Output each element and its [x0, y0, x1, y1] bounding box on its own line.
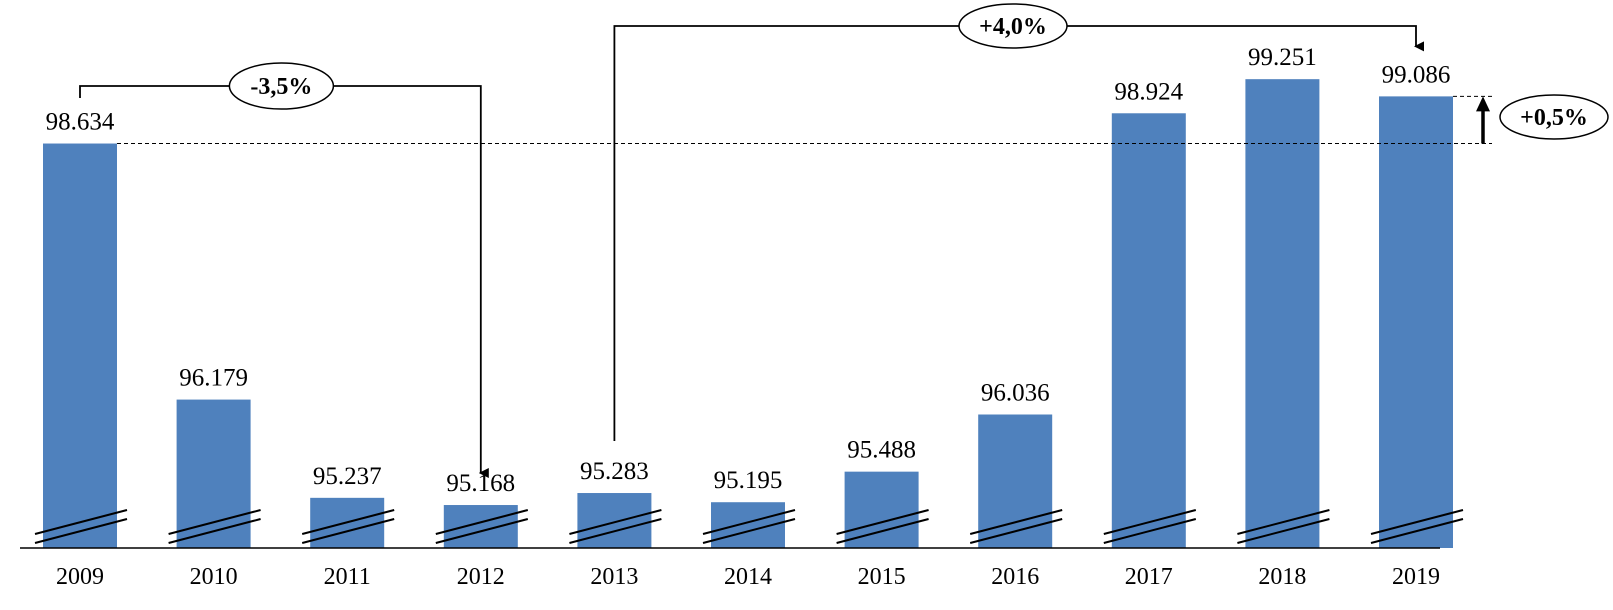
bar-2015: [844, 471, 919, 548]
bar-2012: [443, 505, 518, 548]
up-arrow-icon: [1476, 96, 1490, 112]
bracket-2009-2012: [79, 85, 489, 479]
data-label-2011: 95.237: [313, 463, 382, 490]
data-label-2016: 96.036: [981, 379, 1050, 406]
data-label-2018: 99.251: [1248, 44, 1317, 71]
data-label-2012: 95.168: [446, 470, 515, 497]
data-label-2014: 95.195: [714, 467, 783, 494]
axis-break-mark: [1370, 509, 1464, 535]
annotation-change-2013-2019-label: +4,0%: [979, 14, 1047, 40]
axis-break-mark: [301, 509, 395, 535]
axis-break-mark: [702, 509, 796, 535]
axis-break-mark: [1103, 509, 1197, 535]
x-tick-label-2014: 2014: [724, 564, 772, 590]
annotation-change-2009-2012-label: -3,5%: [250, 74, 312, 100]
axis-break-mark: [569, 509, 662, 535]
bar-2017: [1111, 113, 1186, 549]
bar-2018: [1245, 79, 1320, 548]
data-label-2010: 96.179: [179, 365, 248, 392]
axis-break-mark: [569, 518, 662, 544]
axis-break-mark: [301, 518, 395, 544]
axis-break-mark: [34, 518, 128, 544]
annotation-change-2013-2019-ellipse: [958, 3, 1068, 49]
bar-2009: [43, 143, 117, 548]
x-tick-label-2017: 2017: [1125, 564, 1173, 590]
x-tick-label-2012: 2012: [457, 564, 505, 590]
data-label-2015: 95.488: [847, 437, 916, 464]
axis-break-mark: [1237, 518, 1330, 544]
x-tick-label-2011: 2011: [324, 564, 371, 590]
x-tick-label-2019: 2019: [1392, 564, 1440, 590]
x-tick-label-2013: 2013: [590, 564, 638, 590]
bar-2016: [978, 414, 1053, 548]
axis-break-mark: [435, 509, 529, 535]
x-tick-label-2010: 2010: [190, 564, 238, 590]
axis-break-mark: [969, 509, 1063, 535]
x-tick-label-2016: 2016: [991, 564, 1039, 590]
axis-break-mark: [836, 518, 929, 544]
annotation-change-2009-2019-label: +0,5%: [1520, 105, 1588, 131]
annotation-change-2009-2019-ellipse: [1499, 94, 1609, 140]
axis-break-mark: [168, 518, 261, 544]
bar-2019: [1379, 96, 1453, 549]
axis-break-mark: [702, 518, 796, 544]
x-tick-label-2015: 2015: [858, 564, 906, 590]
data-label-2009: 98.634: [46, 109, 115, 136]
axis-break-mark: [1370, 518, 1464, 544]
bar-2013: [577, 493, 652, 548]
axis-break-mark: [1103, 518, 1197, 544]
axis-break-mark: [168, 509, 261, 535]
data-label-2019: 99.086: [1382, 61, 1451, 88]
axis-break-mark: [836, 509, 929, 535]
x-tick-label-2009: 2009: [56, 564, 104, 590]
axis-break-mark: [435, 518, 529, 544]
axis-break-mark: [969, 518, 1063, 544]
data-label-2013: 95.283: [580, 458, 649, 485]
axis-break-mark: [34, 509, 128, 535]
bar-2010: [176, 399, 251, 548]
annotation-change-2009-2012-ellipse: [228, 62, 335, 110]
data-label-2017: 98.924: [1114, 78, 1183, 105]
x-tick-label-2018: 2018: [1258, 564, 1306, 590]
axis-break-mark: [1237, 509, 1330, 535]
